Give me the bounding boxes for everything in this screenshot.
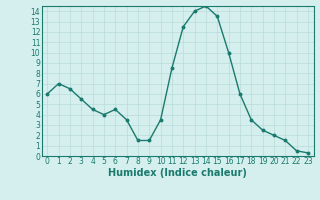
- X-axis label: Humidex (Indice chaleur): Humidex (Indice chaleur): [108, 168, 247, 178]
